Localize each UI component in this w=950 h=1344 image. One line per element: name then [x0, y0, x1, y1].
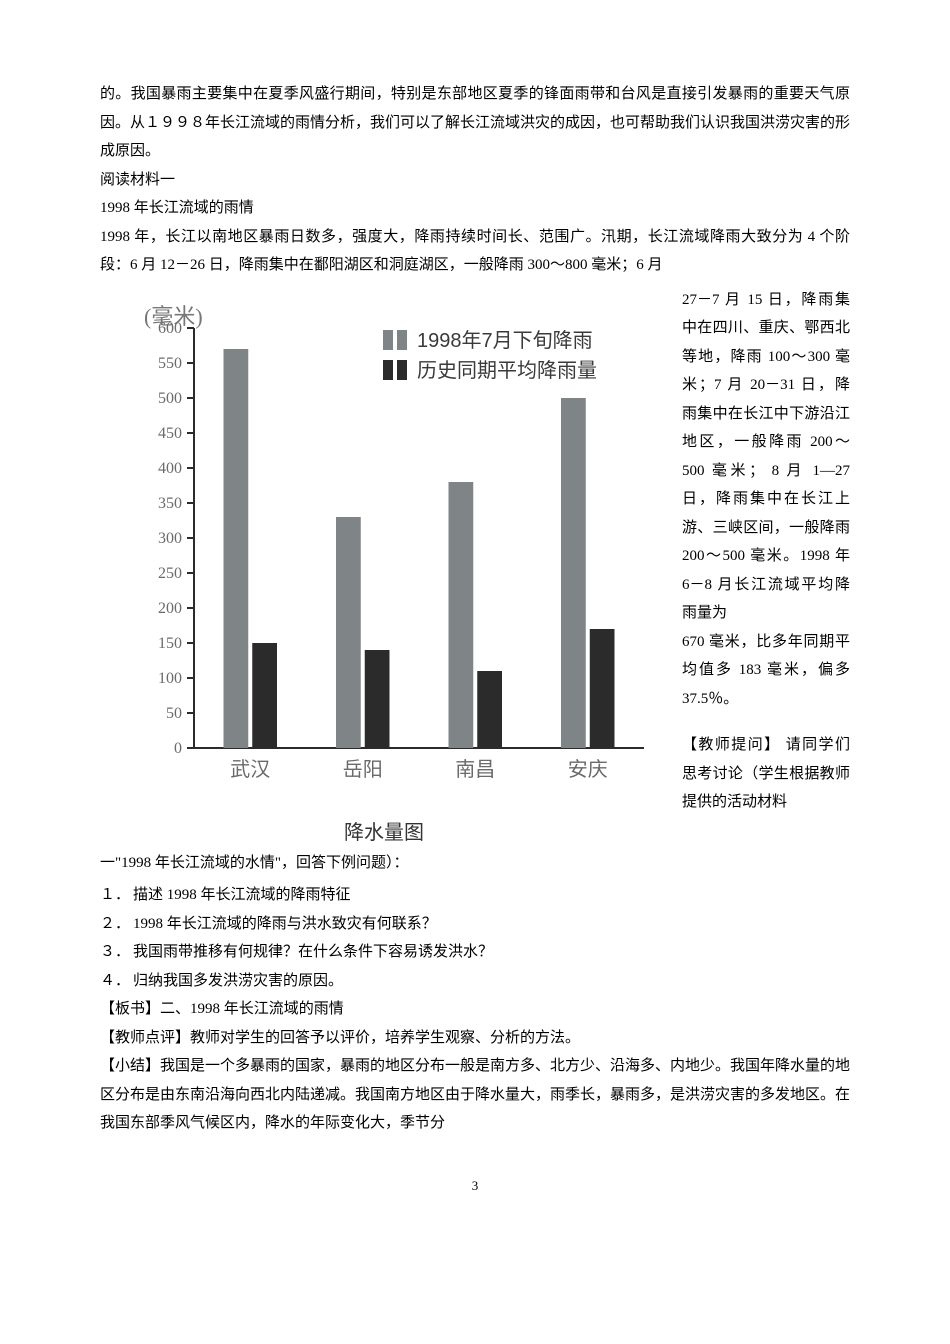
svg-text:1998年7月下旬降雨: 1998年7月下旬降雨 [417, 329, 593, 352]
question-number: ３． [100, 938, 133, 967]
two-column-region: (毫米)050100150200250300350400450500550600… [100, 286, 850, 849]
svg-text:600: 600 [158, 320, 182, 337]
question-number: ２． [100, 910, 133, 939]
question-text: 描述 1998 年长江流域的降雨特征 [133, 887, 351, 903]
svg-text:岳阳: 岳阳 [343, 758, 383, 781]
question-2: ２．1998 年长江流域的降雨与洪水致灾有何联系？ [100, 910, 850, 939]
right-p1: 27－7 月 15 日，降雨集中在四川、重庆、鄂西北等地，降雨 100～300 … [682, 286, 850, 628]
svg-text:50: 50 [166, 705, 182, 722]
bar-chart: (毫米)050100150200250300350400450500550600… [100, 286, 668, 849]
chart-caption: 降水量图 [104, 816, 664, 845]
question-4: ４．归纳我国多发洪涝灾害的原因。 [100, 967, 850, 996]
intro-p1: 的。我国暴雨主要集中在夏季风盛行期间，特别是东部地区夏季的锋面雨带和台风是直接引… [100, 80, 850, 166]
svg-text:100: 100 [158, 670, 182, 687]
question-text: 1998 年长江流域的降雨与洪水致灾有何联系？ [133, 916, 437, 932]
svg-text:350: 350 [158, 495, 182, 512]
svg-text:500: 500 [158, 390, 182, 407]
question-text: 归纳我国多发洪涝灾害的原因。 [133, 973, 343, 989]
board-writing: 【板书】二、1998 年长江流域的雨情 [100, 995, 850, 1024]
svg-text:安庆: 安庆 [568, 758, 608, 781]
right-text-column: 27－7 月 15 日，降雨集中在四川、重庆、鄂西北等地，降雨 100～300 … [682, 286, 850, 849]
summary: 【小结】我国是一个多暴雨的国家，暴雨的地区分布一般是南方多、北方少、沿海多、内地… [100, 1052, 850, 1138]
question-list: １．描述 1998 年长江流域的降雨特征 ２．1998 年长江流域的降雨与洪水致… [100, 881, 850, 995]
svg-text:300: 300 [158, 530, 182, 547]
svg-text:400: 400 [158, 460, 182, 477]
bar-chart-svg: (毫米)050100150200250300350400450500550600… [104, 298, 664, 798]
svg-text:南昌: 南昌 [455, 758, 495, 781]
question-number: １． [100, 881, 133, 910]
svg-text:150: 150 [158, 635, 182, 652]
right-p2: 670 毫米，比多年同期平均值多 183 毫米，偏多 37.5％。 [682, 628, 850, 714]
svg-text:200: 200 [158, 600, 182, 617]
svg-text:450: 450 [158, 425, 182, 442]
svg-text:历史同期平均降雨量: 历史同期平均降雨量 [417, 359, 597, 382]
question-number: ４． [100, 967, 133, 996]
chart-column: (毫米)050100150200250300350400450500550600… [100, 286, 668, 849]
intro-p2: 阅读材料一 [100, 166, 850, 195]
page-root: 的。我国暴雨主要集中在夏季风盛行期间，特别是东部地区夏季的锋面雨带和台风是直接引… [0, 0, 950, 1234]
svg-text:0: 0 [174, 740, 182, 757]
teacher-question: 【教师提问】 请同学们思考讨论（学生根据教师提供的活动材料 [682, 731, 850, 817]
question-text: 我国雨带推移有何规律？在什么条件下容易诱发洪水？ [133, 944, 493, 960]
intro-p4: 1998 年，长江以南地区暴雨日数多，强度大，降雨持续时间长、范围广。汛期，长江… [100, 223, 850, 280]
page-number: 3 [100, 1178, 850, 1194]
svg-text:250: 250 [158, 565, 182, 582]
question-3: ３．我国雨带推移有何规律？在什么条件下容易诱发洪水？ [100, 938, 850, 967]
svg-text:550: 550 [158, 355, 182, 372]
intro-p3: 1998 年长江流域的雨情 [100, 194, 850, 223]
question-1: １．描述 1998 年长江流域的降雨特征 [100, 881, 850, 910]
svg-text:武汉: 武汉 [230, 758, 270, 781]
question-lead: 一"1998 年长江流域的水情"，回答下例问题）： [100, 849, 850, 878]
teacher-comment: 【教师点评】教师对学生的回答予以评价，培养学生观察、分析的方法。 [100, 1024, 850, 1053]
